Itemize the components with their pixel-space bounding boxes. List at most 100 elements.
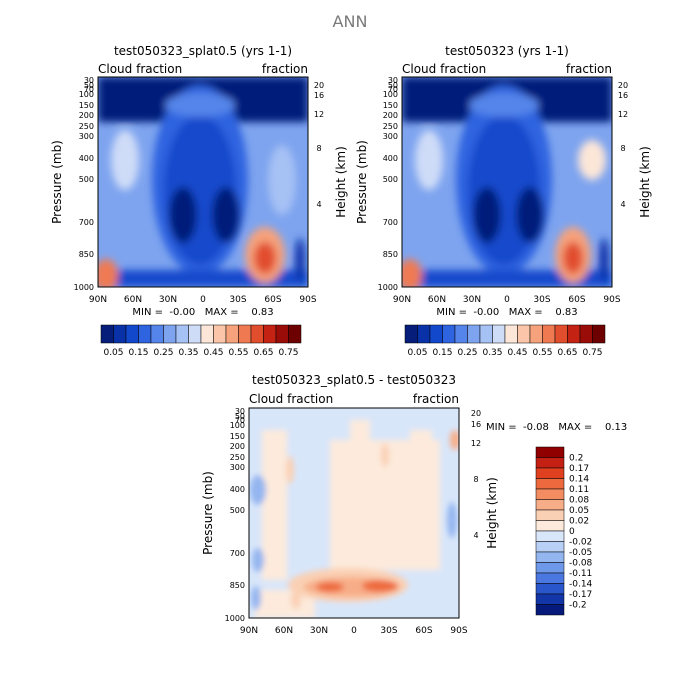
y-tick-label: 50 xyxy=(388,81,398,90)
colorbar-tick-label: 0.55 xyxy=(532,348,552,358)
panel-3-x-ticks: 90N 60N 30N 0 30S 60S 90S xyxy=(240,626,468,636)
panel-2-height-ticks: 20 16 12 8 4 xyxy=(618,81,628,209)
colorbar-tick-label: 0.05 xyxy=(407,348,427,358)
colorbar-swatch xyxy=(238,324,252,344)
colorbar-tick-label: 0.05 xyxy=(569,506,589,516)
panel-3-plot-area xyxy=(249,408,459,618)
panel-3-left-label: Cloud fraction xyxy=(249,392,333,406)
colorbar-tick-label: -0.2 xyxy=(569,601,587,611)
y-tick-label: 100 xyxy=(230,421,245,430)
colorbar-swatch xyxy=(288,324,302,344)
y-tick-label: 70 xyxy=(84,85,94,94)
x-tick-label: 30N xyxy=(159,295,177,305)
height-tick-label: 20 xyxy=(618,81,628,90)
y-tick-label: 300 xyxy=(79,132,94,141)
height-tick-label: 12 xyxy=(471,439,481,448)
y-tick-label: 700 xyxy=(79,218,94,227)
y-tick-label: 500 xyxy=(230,506,245,515)
y-tick-label: 70 xyxy=(388,85,398,94)
colorbar-tick-label: 0.14 xyxy=(569,475,589,485)
height-tick-label: 20 xyxy=(314,81,324,90)
panel-2-title: test050323 (yrs 1-1) xyxy=(445,44,569,58)
colorbar-swatch xyxy=(535,593,565,605)
colorbar-swatch xyxy=(150,324,164,344)
y-tick-label: 1000 xyxy=(225,614,245,623)
colorbar-tick-label: 0.35 xyxy=(178,348,198,358)
colorbar-swatch xyxy=(504,324,518,344)
panel-3-colorbar: 0.20.170.140.110.080.050.020-0.02-0.05-0… xyxy=(535,446,593,616)
colorbar-swatch xyxy=(213,324,227,344)
colorbar-swatch xyxy=(454,324,468,344)
y-tick-label: 150 xyxy=(79,101,94,110)
panel-1-y-ticks: 30 50 70 100 150 200 250 300 400 500 700… xyxy=(74,76,94,292)
y-tick-label: 200 xyxy=(230,442,245,451)
panel-2-y-ticks: 30 50 70 100 150 200 250 300 400 500 700… xyxy=(378,76,398,292)
y-tick-label: 400 xyxy=(79,154,94,163)
panel-3-height-ticks: 20 16 12 8 4 xyxy=(471,409,481,540)
y-tick-label: 300 xyxy=(383,132,398,141)
colorbar-swatch xyxy=(535,467,565,479)
x-tick-label: 0 xyxy=(200,295,206,305)
panel-3-ylabel: Pressure (mb) xyxy=(201,471,215,555)
colorbar-tick-label: 0.05 xyxy=(103,348,123,358)
colorbar-swatch xyxy=(592,324,606,344)
x-tick-label: 30N xyxy=(310,626,328,636)
colorbar-swatch xyxy=(535,457,565,469)
colorbar-swatch xyxy=(429,324,443,344)
y-tick-label: 850 xyxy=(79,250,94,259)
colorbar-tick-label: -0.08 xyxy=(569,559,593,569)
y-tick-label: 200 xyxy=(79,111,94,120)
height-tick-label: 4 xyxy=(473,531,478,540)
x-tick-label: 30S xyxy=(380,626,397,636)
colorbar-tick-label: 0.02 xyxy=(569,517,589,527)
y-tick-label: 250 xyxy=(383,122,398,131)
colorbar-swatch xyxy=(529,324,543,344)
panel-1-ylabel: Pressure (mb) xyxy=(50,140,64,224)
colorbar-tick-label: 0.65 xyxy=(557,348,577,358)
x-tick-label: 0 xyxy=(351,626,357,636)
colorbar-swatch xyxy=(250,324,264,344)
x-tick-label: 60N xyxy=(275,626,293,636)
colorbar-swatch xyxy=(535,583,565,595)
colorbar-tick-label: 0.45 xyxy=(507,348,527,358)
colorbar-swatch xyxy=(517,324,531,344)
panel-2: test050323 (yrs 1-1) Cloud fraction frac… xyxy=(355,44,652,358)
x-tick-label: 60N xyxy=(124,295,142,305)
y-tick-label: 150 xyxy=(383,101,398,110)
colorbar-swatch xyxy=(275,324,289,344)
panel-2-ylabel-right: Height (km) xyxy=(638,146,652,217)
y-tick-label: 850 xyxy=(230,581,245,590)
panel-2-ylabel: Pressure (mb) xyxy=(355,140,369,224)
colorbar-swatch xyxy=(263,324,277,344)
colorbar-tick-label: 0.2 xyxy=(569,454,583,464)
panel-1-height-ticks: 20 16 12 8 4 xyxy=(314,81,324,209)
colorbar-swatch xyxy=(100,324,114,344)
x-tick-label: 60S xyxy=(264,295,281,305)
y-tick-label: 50 xyxy=(235,412,245,421)
y-tick-label: 200 xyxy=(383,111,398,120)
figure-suptitle: ANN xyxy=(333,12,368,31)
x-tick-label: 30S xyxy=(533,295,550,305)
colorbar-tick-label: 0.15 xyxy=(128,348,148,358)
y-tick-label: 30 xyxy=(235,407,245,416)
height-tick-label: 12 xyxy=(618,110,628,119)
colorbar-swatch xyxy=(200,324,214,344)
y-tick-label: 100 xyxy=(383,90,398,99)
colorbar-swatch xyxy=(417,324,431,344)
colorbar-swatch xyxy=(535,499,565,511)
x-tick-label: 60S xyxy=(568,295,585,305)
y-tick-label: 250 xyxy=(79,122,94,131)
colorbar-tick-label: -0.05 xyxy=(569,548,592,558)
x-tick-label: 90S xyxy=(603,295,620,305)
panel-2-plot-area xyxy=(402,77,612,287)
colorbar-swatch xyxy=(125,324,139,344)
panel-1-x-ticks: 90N 60N 30N 0 30S 60S 90S xyxy=(89,295,317,305)
y-tick-label: 300 xyxy=(230,463,245,472)
colorbar-swatch xyxy=(535,604,565,616)
colorbar-tick-label: 0 xyxy=(569,527,575,537)
colorbar-swatch xyxy=(535,572,565,584)
y-tick-label: 150 xyxy=(230,432,245,441)
y-tick-label: 100 xyxy=(79,90,94,99)
panel-2-colorbar: 0.05 0.15 0.25 0.35 0.45 0.55 0.65 0.75 xyxy=(404,324,606,358)
